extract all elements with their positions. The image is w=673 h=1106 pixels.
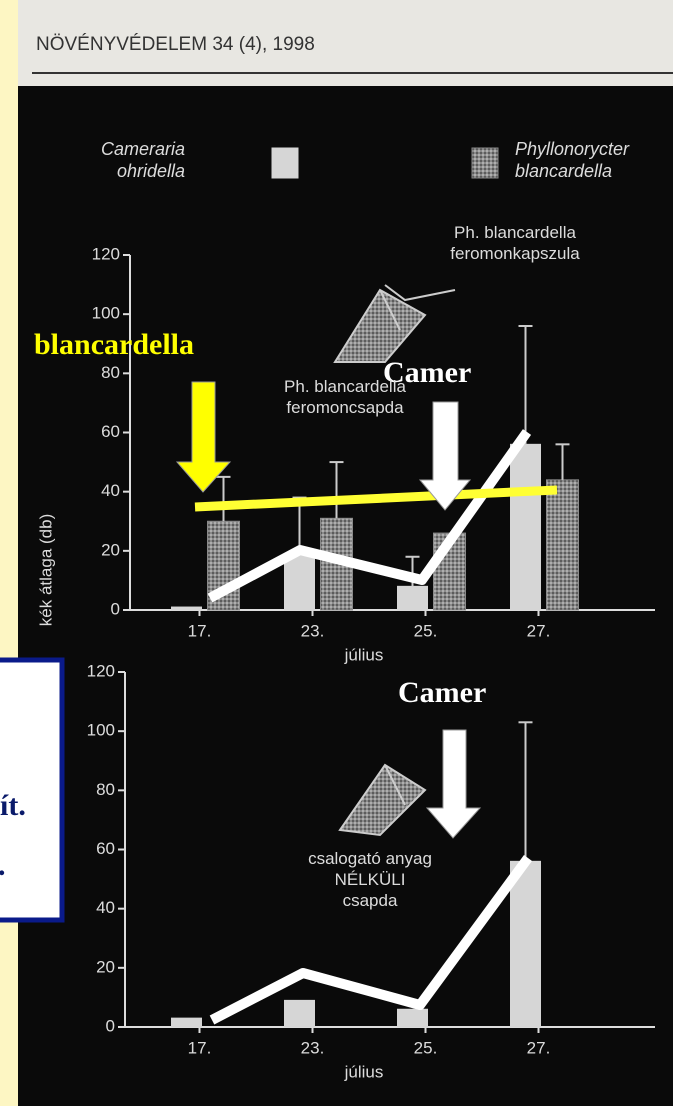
y-tick-label: 120 — [87, 661, 115, 680]
bar — [546, 479, 579, 611]
error-bar — [329, 461, 344, 519]
header-strip — [18, 0, 673, 86]
y-tick-label: 0 — [111, 599, 120, 618]
annotation: NÉLKÜLI — [334, 870, 406, 889]
annotation: csalogató anyag — [308, 849, 432, 868]
bar — [284, 999, 315, 1028]
y-axis-label: kék átlaga (db) — [36, 514, 55, 626]
bar — [397, 585, 428, 611]
x-tick-label: 17. — [188, 621, 212, 640]
legend-swatch — [471, 147, 499, 179]
white-arrow — [425, 729, 482, 839]
bar — [284, 553, 315, 611]
bar — [397, 1008, 428, 1028]
annotation: feromoncsapda — [286, 398, 404, 417]
y-tick-label: 40 — [101, 481, 120, 500]
error-bar — [518, 325, 533, 445]
bar — [510, 443, 541, 611]
legend-label: Phyllonorycter blancardella — [515, 139, 630, 181]
y-tick-label: 20 — [101, 540, 120, 559]
yellow-line — [194, 485, 558, 512]
y-tick-label: 20 — [96, 957, 115, 976]
bar — [510, 860, 541, 1028]
annotation: Ph. blancardella — [454, 223, 576, 242]
bar — [171, 606, 202, 611]
highlight-line — [207, 429, 532, 603]
annotation: Ph. blancardella — [284, 377, 406, 396]
legend-swatch — [271, 147, 299, 179]
y-tick-label: 80 — [101, 363, 120, 382]
annotation: csapda — [342, 891, 398, 910]
trap-drawing — [333, 284, 456, 837]
x-tick-label: 17. — [188, 1038, 212, 1057]
x-tick-label: 25. — [414, 1038, 438, 1057]
yellow-arrow — [175, 381, 232, 493]
x-tick-label: 23. — [301, 621, 325, 640]
y-tick-label: 40 — [96, 898, 115, 917]
overlay-label: ít. — [0, 789, 26, 822]
overlay-label: Camer — [383, 356, 471, 389]
header: NÖVÉNYVÉDELEM 34 (4), 1998 — [36, 34, 315, 55]
y-tick-label: 60 — [101, 422, 120, 441]
overlay-label: . — [0, 849, 6, 882]
x-axis-label: július — [344, 1062, 384, 1081]
bar — [171, 1017, 202, 1028]
x-tick-label: 27. — [527, 1038, 551, 1057]
x-tick-label: 27. — [527, 621, 551, 640]
callout-box — [0, 657, 65, 923]
annotation: feromonkapszula — [450, 244, 580, 263]
y-tick-label: 120 — [92, 244, 120, 263]
x-tick-label: 25. — [414, 621, 438, 640]
overlay-label: blancardella — [34, 328, 194, 361]
white-arrow — [418, 401, 472, 511]
y-tick-label: 100 — [92, 304, 120, 323]
error-bar — [555, 443, 570, 480]
y-tick-label: 0 — [106, 1016, 115, 1035]
y-tick-label: 100 — [87, 721, 115, 740]
y-tick-label: 60 — [96, 839, 115, 858]
overlay-label: Camer — [398, 676, 486, 709]
x-tick-label: 23. — [301, 1038, 325, 1057]
error-bar — [216, 475, 231, 522]
error-bar — [518, 721, 533, 862]
legend-label: Cameraria ohridella — [100, 139, 185, 181]
y-tick-label: 80 — [96, 780, 115, 799]
x-axis-label: július — [344, 645, 384, 664]
highlight-line — [209, 855, 533, 1025]
